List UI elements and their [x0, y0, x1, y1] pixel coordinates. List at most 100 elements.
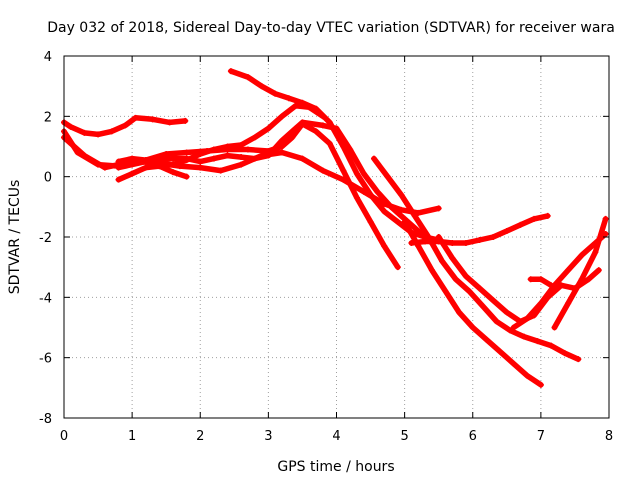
data-point	[340, 143, 347, 150]
data-point	[132, 114, 139, 121]
data-point	[319, 167, 326, 174]
data-point	[279, 137, 285, 144]
data-point	[197, 164, 204, 171]
data-point	[534, 338, 541, 345]
data-point	[156, 163, 163, 170]
series-line	[61, 115, 189, 138]
data-point	[115, 164, 122, 171]
data-point	[224, 152, 231, 159]
data-point	[503, 309, 510, 316]
data-point	[251, 134, 258, 141]
data-point	[466, 288, 473, 295]
data-point	[170, 161, 176, 168]
data-point	[217, 167, 224, 174]
data-point	[595, 267, 602, 274]
data-point	[507, 327, 514, 334]
data-point	[531, 215, 538, 222]
data-point	[602, 215, 609, 222]
data-point	[381, 208, 388, 215]
data-point	[299, 119, 306, 126]
data-point	[381, 243, 388, 250]
data-point	[476, 285, 483, 292]
series-line	[510, 231, 609, 331]
data-point	[490, 234, 497, 240]
data-point	[408, 240, 415, 247]
data-point	[326, 140, 333, 147]
data-point	[415, 243, 422, 250]
data-point	[520, 333, 527, 340]
data-point	[265, 125, 272, 132]
data-point	[462, 273, 469, 280]
data-point	[537, 276, 544, 283]
data-point	[292, 125, 299, 132]
series-9	[370, 155, 582, 363]
data-point	[224, 143, 231, 150]
data-point	[279, 149, 285, 156]
data-point	[462, 240, 469, 247]
series-3	[61, 120, 401, 271]
data-point	[394, 264, 401, 271]
data-point	[394, 218, 401, 225]
data-point	[265, 152, 272, 159]
series-12	[551, 215, 609, 331]
data-point	[115, 176, 122, 183]
x-axis-label: GPS time / hours	[277, 459, 394, 475]
data-point	[398, 206, 405, 213]
y-tick-label: -6	[39, 352, 52, 367]
data-point	[524, 372, 531, 379]
data-point	[142, 157, 149, 164]
data-point	[456, 309, 463, 316]
data-point	[411, 212, 418, 219]
data-point	[129, 155, 136, 162]
data-point	[183, 157, 190, 164]
data-point	[510, 360, 517, 367]
data-point	[384, 173, 391, 180]
series-4	[115, 119, 435, 247]
data-point	[510, 324, 517, 331]
data-point	[170, 169, 176, 176]
data-point	[479, 303, 486, 310]
series-line	[115, 103, 326, 183]
data-point	[129, 161, 136, 168]
data-point	[183, 173, 190, 180]
data-point	[493, 318, 500, 325]
data-point	[238, 141, 245, 148]
data-point	[548, 342, 555, 349]
data-point	[544, 212, 551, 219]
data-point	[367, 191, 374, 198]
data-point	[156, 157, 163, 164]
data-point	[439, 258, 446, 265]
data-point	[299, 99, 306, 106]
data-point	[360, 170, 367, 177]
data-point	[163, 151, 170, 158]
y-tick-label: 0	[44, 171, 52, 186]
data-point	[166, 119, 173, 126]
data-point	[101, 164, 108, 171]
series-5	[115, 102, 326, 183]
data-point	[292, 102, 299, 109]
ticks	[63, 55, 610, 419]
data-point	[537, 300, 544, 307]
data-point	[585, 276, 592, 283]
data-point	[289, 134, 296, 141]
data-point	[149, 116, 156, 123]
data-point	[227, 68, 234, 75]
data-point	[452, 276, 459, 283]
data-point	[326, 119, 333, 126]
y-tick-label: -4	[39, 291, 52, 306]
y-axis-label: SDTVAR / TECUs	[7, 180, 23, 295]
series-1	[61, 114, 189, 138]
data-point	[497, 348, 503, 355]
y-tick-label: -8	[39, 412, 52, 427]
x-tick-label: 1	[128, 429, 136, 444]
data-point	[602, 230, 609, 237]
data-point	[449, 240, 456, 247]
data-point	[353, 194, 360, 201]
data-point	[517, 221, 524, 228]
data-point	[483, 336, 490, 343]
data-point	[299, 155, 306, 162]
x-tick-label: 8	[605, 429, 613, 444]
data-point	[575, 356, 582, 363]
data-point	[592, 249, 599, 256]
data-point	[490, 297, 497, 304]
